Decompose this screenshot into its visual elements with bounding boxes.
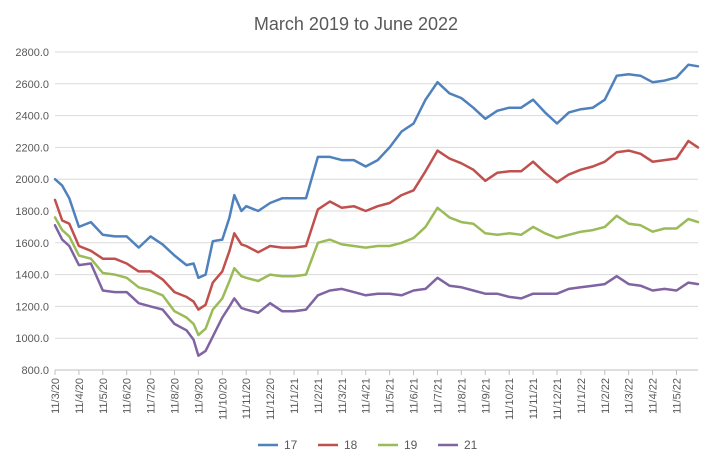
x-tick-label: 11/4/20 [74,378,86,414]
x-tick-label: 11/11/21 [528,378,540,419]
legend: 17 18 19 21 [258,438,478,452]
x-tick-label: 11/7/21 [432,378,444,414]
y-tick-label: 1400.0 [15,270,49,282]
series-line-18 [53,139,700,311]
series-line-21 [53,224,700,357]
x-tick-label: 11/3/21 [337,378,349,414]
y-axis: 2800.0 2600.0 2400.0 2200.0 2000.0 1800.0 1600… [15,47,49,377]
y-tick-label: 2000.0 [15,174,49,186]
x-tick-label: 11/3/22 [624,378,636,414]
series-line-19 [53,206,700,337]
y-tick-label: 2600.0 [15,79,49,91]
x-tick-label: 11/12/20 [265,378,277,420]
y-tick-label: 2200.0 [15,142,49,154]
x-tick-label: 11/7/20 [146,378,158,414]
x-tick-label: 11/3/20 [50,378,62,414]
x-tick-label: 11/9/20 [193,378,205,414]
y-tick-label: 2400.0 [15,111,49,123]
series-line-17 [53,63,700,280]
x-tick-label: 11/10/21 [504,378,516,420]
x-tick-label: 11/1/22 [576,378,588,414]
y-tick-label: 800.0 [21,365,49,377]
x-tick-label: 11/6/21 [409,378,421,414]
x-tick-label: 11/2/21 [313,378,325,414]
x-axis: 11/3/20 11/4/20 11/5/20 11/6/20 11/7/20 11/8/… [50,370,683,420]
legend-label-21: 21 [464,438,478,452]
x-tick-label: 11/6/20 [122,378,134,414]
legend-label-18: 18 [344,438,358,452]
x-tick-label: 11/8/20 [170,378,182,414]
legend-label-17: 17 [284,438,298,452]
x-tick-label: 11/12/21 [552,378,564,420]
x-tick-label: 11/5/20 [98,378,110,414]
legend-label-19: 19 [404,438,418,452]
y-tick-label: 2800.0 [15,47,49,59]
x-tick-label: 11/2/22 [600,378,612,414]
x-tick-label: 11/5/21 [385,378,397,414]
x-tick-label: 11/10/20 [217,378,229,420]
gridlines [55,51,698,371]
x-tick-label: 11/4/22 [648,378,660,414]
y-tick-label: 1200.0 [15,301,49,313]
chart-title: March 2019 to June 2022 [254,14,458,34]
x-tick-label: 11/4/21 [361,378,373,414]
x-tick-label: 11/9/21 [480,378,492,414]
y-tick-label: 1800.0 [15,206,49,218]
y-tick-label: 1000.0 [15,333,49,345]
x-tick-label: 11/8/21 [456,378,468,414]
x-tick-label: 11/11/20 [241,378,253,419]
y-tick-label: 1600.0 [15,238,49,250]
x-tick-label: 11/5/22 [671,378,683,414]
series-lines [53,63,700,357]
x-tick-label: 11/1/21 [289,378,301,414]
